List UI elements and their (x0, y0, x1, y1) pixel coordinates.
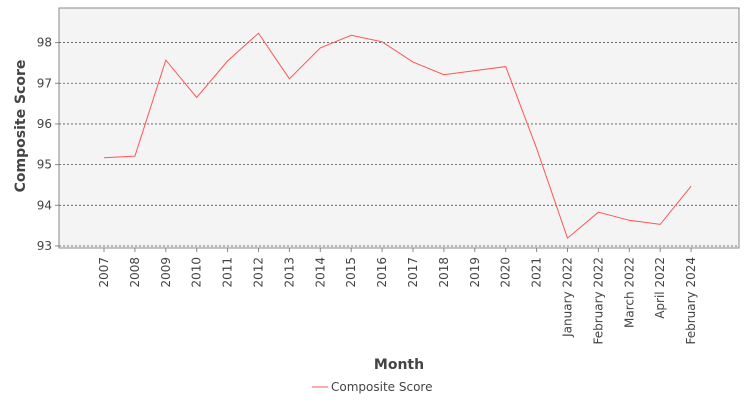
x-tick-label-2021: 2021 (530, 257, 544, 288)
data-point-march-2022 (628, 219, 630, 221)
data-point-2007 (103, 156, 105, 158)
x-tick-label-2008: 2008 (128, 257, 142, 288)
grid-lines (59, 42, 739, 247)
x-tick-label-february-2022: February 2022 (591, 257, 605, 345)
x-axis: 2007 2008 2009 2010 2011 2012 2013 2014 2015 2016… (97, 248, 698, 345)
y-tick-label-94: 94 (37, 198, 52, 212)
x-tick-label-2019: 2019 (468, 257, 482, 288)
data-point-2017 (412, 61, 414, 63)
x-tick-label-2020: 2020 (499, 257, 513, 288)
y-tick-label-98: 98 (37, 36, 52, 50)
data-point-february-2024 (690, 185, 692, 187)
x-tick-label-2016: 2016 (375, 257, 389, 288)
y-tick-label-96: 96 (37, 117, 52, 131)
x-tick-label-2014: 2014 (313, 257, 327, 288)
x-tick-label-2010: 2010 (190, 257, 204, 288)
data-point-2021 (535, 147, 537, 149)
data-point-2015 (350, 34, 352, 36)
data-point-2013 (288, 78, 290, 80)
x-tick-label-march-2022: March 2022 (622, 257, 636, 328)
data-point-2018 (443, 74, 445, 76)
x-tick-label-2017: 2017 (406, 257, 420, 288)
x-tick-label-2009: 2009 (159, 257, 173, 288)
series-layer (103, 32, 692, 240)
data-point-2016 (381, 41, 383, 43)
data-point-2008 (134, 155, 136, 157)
plot-area (58, 7, 740, 249)
x-tick-label-2015: 2015 (344, 257, 358, 288)
x-tick-label-2012: 2012 (252, 257, 266, 288)
x-tick-label-2013: 2013 (282, 257, 296, 288)
x-tick-label-january-2022: January 2022 (561, 257, 575, 338)
y-axis-title: Composite Score (13, 60, 29, 193)
y-axis: 93 94 95 96 97 98 (37, 36, 59, 253)
y-tick-label-95: 95 (37, 158, 52, 172)
y-tick-label-93: 93 (37, 239, 52, 253)
data-point-2014 (319, 47, 321, 49)
x-axis-title: Month (374, 357, 424, 373)
legend: Composite Score (312, 380, 432, 394)
data-point-2009 (165, 59, 167, 61)
data-point-2012 (257, 32, 259, 34)
data-point-2019 (474, 69, 476, 71)
data-point-april-2022 (659, 223, 661, 225)
x-tick-label-2018: 2018 (437, 257, 451, 288)
series-line-composite-score (103, 32, 692, 240)
data-point-2010 (196, 96, 198, 98)
data-point-january-2022 (566, 237, 568, 239)
legend-label-composite-score: Composite Score (331, 380, 432, 394)
data-point-2020 (505, 65, 507, 67)
data-point-2011 (226, 60, 228, 62)
y-tick-label-97: 97 (37, 76, 52, 90)
x-tick-label-2011: 2011 (221, 257, 235, 288)
data-point-february-2022 (597, 211, 599, 213)
x-tick-label-april-2022: April 2022 (653, 257, 667, 319)
x-tick-label-2007: 2007 (97, 257, 111, 288)
x-tick-label-february-2024: February 2024 (684, 257, 698, 345)
